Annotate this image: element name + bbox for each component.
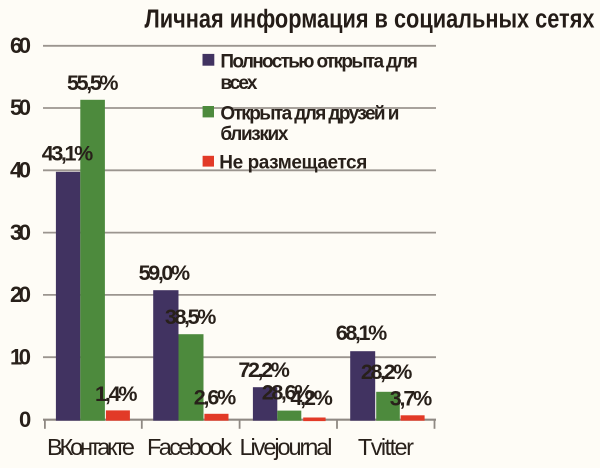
svg-text:55,5%: 55,5% [67,71,119,95]
svg-text:Facebook: Facebook [147,434,232,460]
svg-text:28,6%: 28,6% [262,380,314,404]
svg-text:близких: близких [220,124,288,145]
svg-text:40: 40 [10,158,31,183]
svg-text:3,7%: 3,7% [390,387,433,411]
svg-text:Полностью открыта для: Полностью открыта для [220,51,418,72]
svg-text:43,1%: 43,1% [42,142,94,166]
svg-text:10: 10 [10,344,31,369]
svg-text:59,0%: 59,0% [139,261,191,285]
svg-text:60: 60 [10,33,31,58]
svg-text:20: 20 [10,282,31,307]
svg-text:0: 0 [19,407,31,432]
svg-text:4,2%: 4,2% [290,386,333,410]
svg-text:1,4%: 1,4% [95,382,138,406]
svg-text:38,5%: 38,5% [165,305,217,329]
svg-text:ВКонтакте: ВКонтакте [47,434,135,460]
svg-text:28,2%: 28,2% [361,360,413,384]
svg-text:Личная информация в социальных: Личная информация в социальных сетях [145,6,595,34]
svg-text:2,6%: 2,6% [194,386,237,410]
svg-text:всех: всех [220,73,257,94]
svg-text:Открыта для друзей и: Открыта для друзей и [220,103,399,124]
svg-text:72,2%: 72,2% [238,358,290,382]
svg-text:Не размещается: Не размещается [219,153,367,174]
svg-text:68,1%: 68,1% [336,321,388,345]
svg-text:30: 30 [10,220,31,245]
svg-text:Livejournal: Livejournal [240,434,333,460]
svg-text:Tvitter: Tvitter [358,434,414,460]
svg-text:50: 50 [10,95,31,120]
